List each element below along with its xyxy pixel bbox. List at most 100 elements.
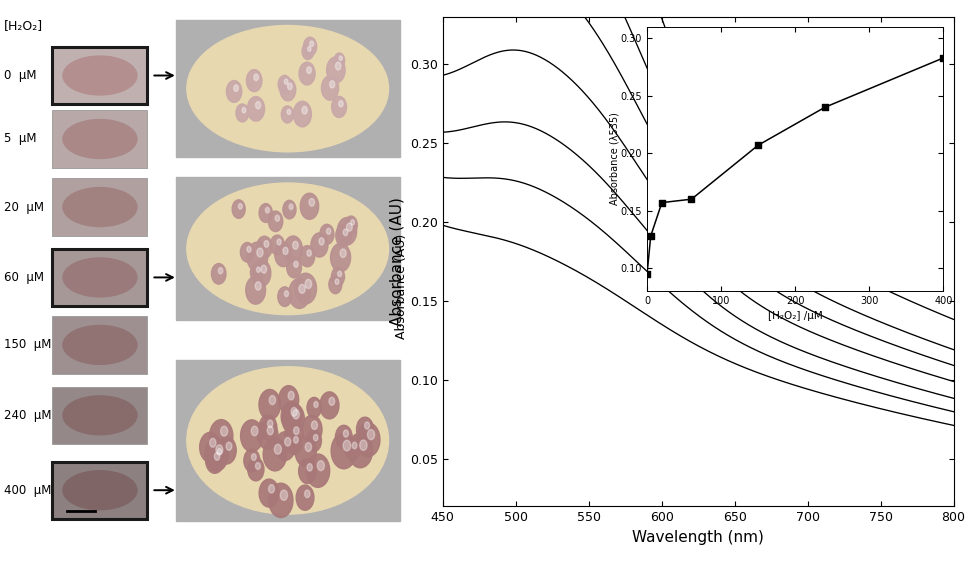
Circle shape bbox=[270, 395, 275, 404]
Ellipse shape bbox=[187, 183, 388, 315]
Circle shape bbox=[299, 459, 316, 483]
Circle shape bbox=[293, 410, 300, 419]
Circle shape bbox=[287, 109, 291, 114]
Circle shape bbox=[256, 463, 261, 470]
Circle shape bbox=[283, 247, 288, 255]
Circle shape bbox=[306, 67, 311, 74]
Bar bbox=[53, 462, 147, 519]
Circle shape bbox=[295, 273, 316, 304]
Circle shape bbox=[226, 442, 232, 450]
Circle shape bbox=[338, 217, 357, 245]
Circle shape bbox=[311, 421, 317, 430]
Circle shape bbox=[282, 403, 305, 435]
Circle shape bbox=[278, 386, 299, 414]
Circle shape bbox=[283, 200, 296, 219]
Ellipse shape bbox=[63, 188, 137, 227]
Circle shape bbox=[259, 390, 280, 420]
Ellipse shape bbox=[187, 26, 388, 152]
Text: 20  μM: 20 μM bbox=[4, 201, 44, 213]
Bar bbox=[53, 110, 147, 168]
Circle shape bbox=[331, 433, 356, 469]
Circle shape bbox=[214, 452, 220, 460]
Circle shape bbox=[256, 101, 261, 109]
Circle shape bbox=[343, 440, 350, 451]
Circle shape bbox=[240, 243, 254, 262]
Circle shape bbox=[280, 78, 296, 101]
Circle shape bbox=[209, 438, 216, 447]
Circle shape bbox=[259, 479, 279, 507]
Circle shape bbox=[320, 392, 339, 419]
Circle shape bbox=[313, 402, 318, 407]
Text: 400  μM: 400 μM bbox=[4, 484, 52, 496]
Circle shape bbox=[285, 422, 304, 448]
Circle shape bbox=[300, 245, 314, 267]
Circle shape bbox=[287, 257, 302, 278]
Circle shape bbox=[306, 430, 321, 452]
Circle shape bbox=[332, 267, 344, 286]
Circle shape bbox=[259, 204, 272, 223]
Bar bbox=[53, 249, 147, 306]
Circle shape bbox=[259, 415, 277, 440]
Circle shape bbox=[295, 436, 316, 467]
Circle shape bbox=[365, 422, 370, 429]
Text: 0  μM: 0 μM bbox=[4, 69, 37, 82]
Circle shape bbox=[338, 271, 342, 277]
Circle shape bbox=[242, 108, 246, 113]
Circle shape bbox=[233, 200, 245, 219]
Bar bbox=[53, 178, 147, 236]
Circle shape bbox=[289, 279, 310, 308]
Circle shape bbox=[321, 76, 339, 100]
Circle shape bbox=[269, 484, 274, 493]
Y-axis label: Absorbance (AU): Absorbance (AU) bbox=[389, 197, 405, 326]
Bar bbox=[176, 20, 400, 157]
Circle shape bbox=[216, 445, 223, 455]
Circle shape bbox=[304, 37, 316, 56]
Circle shape bbox=[305, 490, 310, 498]
Circle shape bbox=[334, 53, 344, 68]
Circle shape bbox=[296, 485, 314, 510]
Circle shape bbox=[275, 215, 279, 221]
Text: 150  μM: 150 μM bbox=[4, 339, 52, 351]
Circle shape bbox=[286, 432, 302, 455]
Circle shape bbox=[327, 57, 345, 83]
Circle shape bbox=[269, 211, 283, 232]
Circle shape bbox=[350, 220, 354, 225]
Circle shape bbox=[341, 249, 346, 257]
Circle shape bbox=[343, 430, 348, 437]
Circle shape bbox=[199, 432, 221, 462]
Circle shape bbox=[335, 279, 339, 284]
Circle shape bbox=[261, 265, 267, 273]
Circle shape bbox=[329, 275, 342, 293]
Circle shape bbox=[344, 216, 357, 234]
Circle shape bbox=[307, 398, 321, 418]
Circle shape bbox=[336, 62, 341, 70]
Circle shape bbox=[306, 250, 311, 256]
Circle shape bbox=[299, 62, 315, 85]
Circle shape bbox=[248, 458, 264, 481]
Circle shape bbox=[348, 433, 373, 468]
Circle shape bbox=[247, 247, 251, 252]
Circle shape bbox=[356, 417, 374, 441]
Circle shape bbox=[294, 261, 298, 268]
Circle shape bbox=[307, 46, 311, 51]
Ellipse shape bbox=[63, 258, 137, 297]
Circle shape bbox=[288, 391, 294, 400]
Circle shape bbox=[302, 43, 313, 59]
Circle shape bbox=[255, 282, 261, 290]
Circle shape bbox=[293, 241, 299, 249]
Circle shape bbox=[336, 425, 352, 449]
Text: Absorbance (AU): Absorbance (AU) bbox=[395, 233, 409, 339]
Circle shape bbox=[247, 242, 268, 272]
Circle shape bbox=[278, 287, 292, 307]
Circle shape bbox=[257, 267, 261, 272]
Ellipse shape bbox=[63, 471, 137, 510]
Circle shape bbox=[238, 204, 242, 209]
Circle shape bbox=[236, 104, 249, 122]
Circle shape bbox=[210, 444, 225, 466]
Circle shape bbox=[343, 229, 347, 236]
Circle shape bbox=[291, 407, 297, 416]
Circle shape bbox=[327, 228, 331, 235]
Ellipse shape bbox=[63, 396, 137, 435]
Bar bbox=[176, 360, 400, 521]
Circle shape bbox=[330, 81, 335, 88]
